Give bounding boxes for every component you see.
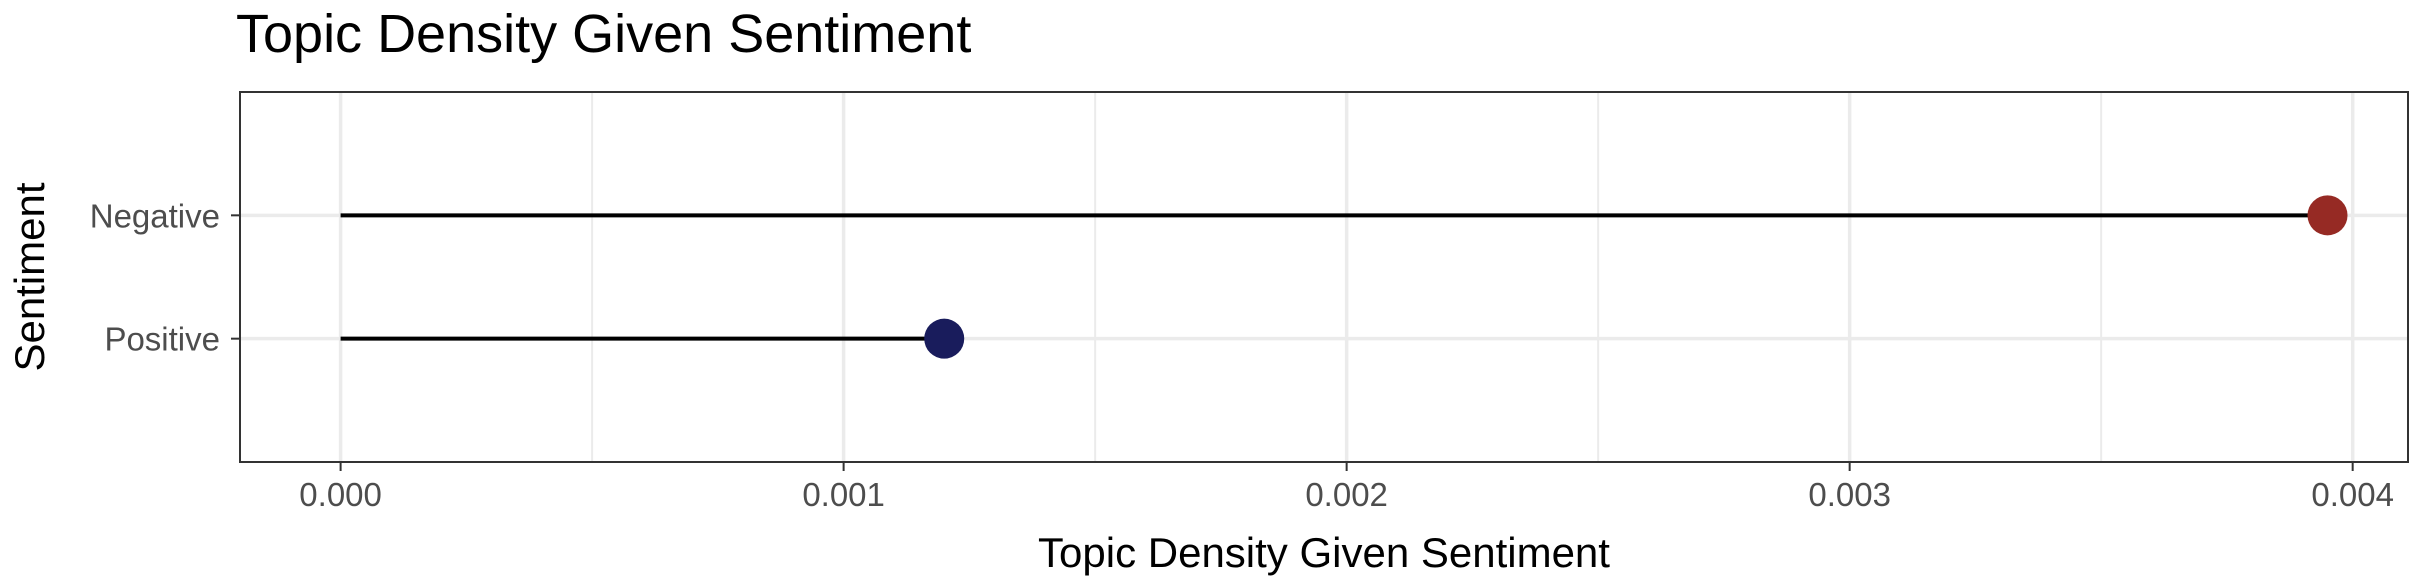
y-tick-label: Positive	[104, 321, 220, 358]
axes: 0.000 0.001 0.002 0.003 0.004 Negative Positiv…	[90, 197, 2394, 513]
x-tick-label: 0.004	[2311, 476, 2394, 513]
plot-panel	[240, 92, 2408, 462]
x-tick-label: 0.002	[1305, 476, 1388, 513]
x-axis-title: Topic Density Given Sentiment	[1038, 529, 1610, 576]
plot-border	[239, 91, 2409, 463]
y-tick-label: Negative	[90, 197, 220, 234]
y-axis-title: Sentiment	[6, 182, 53, 371]
chart-title: Topic Density Given Sentiment	[236, 4, 971, 64]
data-marks	[340, 195, 2348, 359]
x-tick-label: 0.001	[802, 476, 885, 513]
lollipop-point	[924, 318, 965, 359]
lollipop-point	[2307, 195, 2348, 236]
x-tick-label: 0.003	[1808, 476, 1891, 513]
x-tick-label: 0.000	[299, 476, 382, 513]
